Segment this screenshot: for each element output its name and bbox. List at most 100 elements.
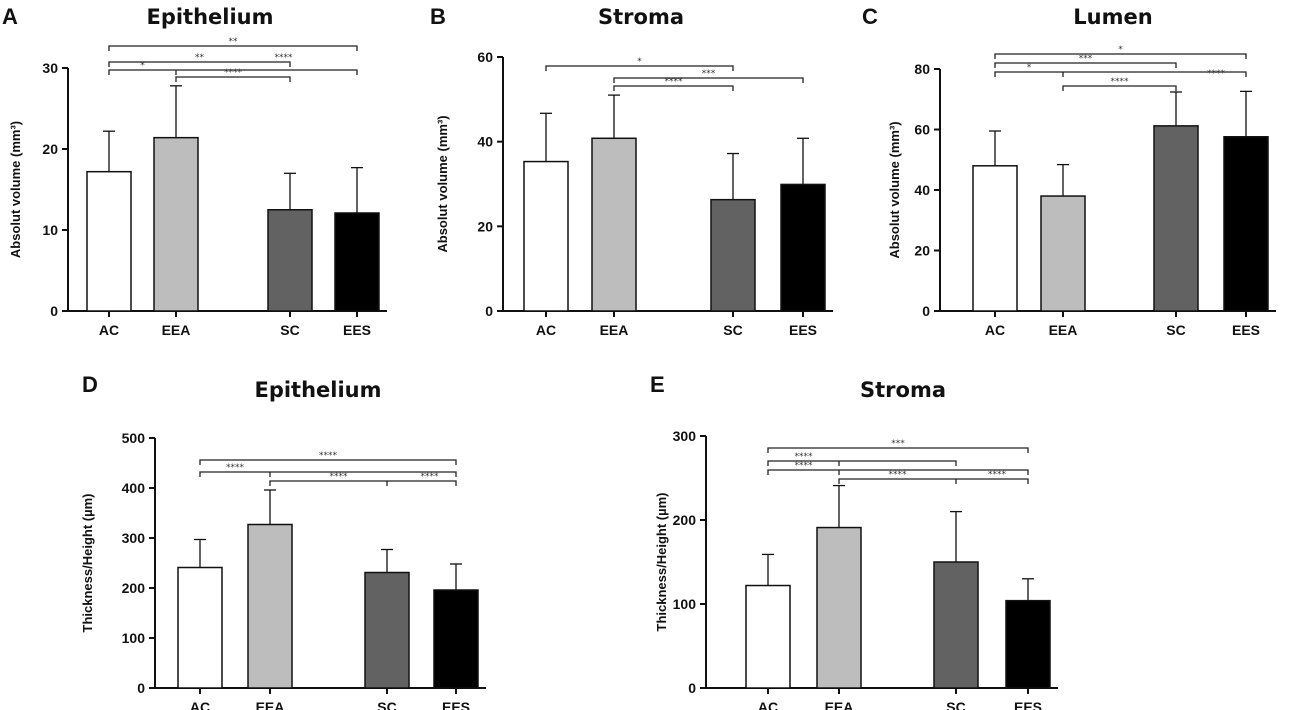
x-tick-label-ees: EES [1232,322,1260,338]
significance-bracket [545,65,734,71]
bar-ac [972,165,1018,312]
x-tick-label-ac: AC [99,322,119,338]
y-axis-label: Thickness/Height (µm) [654,493,669,632]
x-tick-label-eea: EEA [825,699,854,710]
bar-sc [267,209,313,312]
y-tick-label: 80 [914,61,930,77]
bar-ac [745,584,791,689]
chart-panel-c: C Lumen Absolut volume (mm³) 0 20 40 60 80 AC EEA… [862,4,1276,338]
significance-label: **** [889,470,908,480]
bar-eea [816,526,862,689]
x-tick-label-sc: SC [723,322,742,338]
x-tick-label-ees: EES [789,322,817,338]
y-tick-label: 20 [42,141,58,157]
significance-label: **** [330,472,349,482]
significance-label: *** [1079,54,1093,64]
significance-label: *** [702,69,716,79]
x-tick-label-ees: EES [1014,699,1042,710]
significance-label: ** [195,53,205,63]
significance-label: **** [275,53,294,63]
panel-letter: A [2,4,18,29]
bar-ac [523,160,569,312]
chart-title: Stroma [598,5,684,29]
y-tick-label: 40 [914,182,930,198]
significance-bracket [108,69,358,75]
y-tick-label: 200 [122,580,146,596]
significance-bracket [767,460,957,466]
significance-label: **** [224,68,243,78]
significance-label: * [1118,45,1123,55]
y-tick-label: 0 [688,680,696,696]
bar-eea [247,523,293,689]
significance-bracket [108,45,358,51]
significance-bracket [994,62,1177,68]
significance-bracket [108,61,291,67]
significance-label: ** [229,37,239,47]
y-tick-label: 100 [673,596,697,612]
chart-title: Lumen [1073,5,1152,29]
significance-bracket [613,77,804,83]
panel-letter: C [862,4,878,29]
panel-letter: D [82,372,98,397]
y-tick-label: 10 [42,222,58,238]
x-tick-label-eea: EEA [600,322,629,338]
x-tick-label-ac: AC [190,699,210,710]
x-tick-label-eea: EEA [256,699,285,710]
y-tick-label: 60 [914,122,930,138]
chart-title: Stroma [860,378,946,402]
significance-label: **** [795,461,814,471]
y-tick-label: 0 [922,303,930,319]
y-tick-label: 100 [122,630,146,646]
x-tick-label-sc: SC [1166,322,1185,338]
significance-label: **** [1207,69,1226,79]
bar-sc [933,561,979,689]
y-tick-label: 60 [477,49,493,65]
significance-label: *** [891,439,905,449]
y-tick-label: 0 [137,680,145,696]
bar-ees [780,183,826,312]
x-tick-label-ac: AC [536,322,556,338]
significance-bracket [767,469,1029,475]
significance-bracket [613,85,734,91]
y-axis-label: Thickness/Height (µm) [80,494,95,633]
x-tick-label-ac: AC [985,322,1005,338]
significance-label: **** [1111,77,1130,87]
significance-label: **** [988,470,1007,480]
significance-bracket [838,478,1029,484]
panel-letter: E [650,372,665,397]
significance-label: **** [665,77,684,87]
y-tick-label: 300 [673,428,697,444]
significance-bracket [1062,85,1177,91]
significance-bracket [994,71,1247,77]
y-tick-label: 40 [477,134,493,150]
x-tick-label-eea: EEA [1049,322,1078,338]
y-axis-label: Absolut volume (mm³) [8,121,23,258]
y-tick-label: 300 [122,530,146,546]
significance-bracket [199,471,457,477]
bar-eea [153,136,199,312]
y-tick-label: 20 [914,243,930,259]
x-tick-label-ees: EES [343,322,371,338]
chart-panel-a: A Epithelium Absolut volume (mm³) 0 10 20 30 AC… [2,4,387,338]
significance-label: * [637,57,642,67]
bar-ees [1005,599,1051,689]
chart-title: Epithelium [146,5,273,29]
significance-bracket [175,76,291,82]
significance-bracket [269,480,457,486]
chart-panel-d: D Epithelium Thickness/Height (µm) 0 100 200 3… [80,372,486,710]
bar-ees [1223,136,1269,312]
y-tick-label: 200 [673,512,697,528]
bar-sc [710,198,756,312]
x-tick-label-sc: SC [280,322,299,338]
y-axis-label: Absolut volume (mm³) [887,121,902,258]
y-tick-label: 400 [122,480,146,496]
x-tick-label-sc: SC [377,699,396,710]
y-axis-label: Absolut volume (mm³) [435,115,450,252]
significance-label: **** [226,463,245,473]
bar-ees [433,589,479,689]
bar-sc [364,571,410,689]
x-tick-label-eea: EEA [162,322,191,338]
significance-label: **** [795,452,814,462]
bar-ac [177,566,223,689]
